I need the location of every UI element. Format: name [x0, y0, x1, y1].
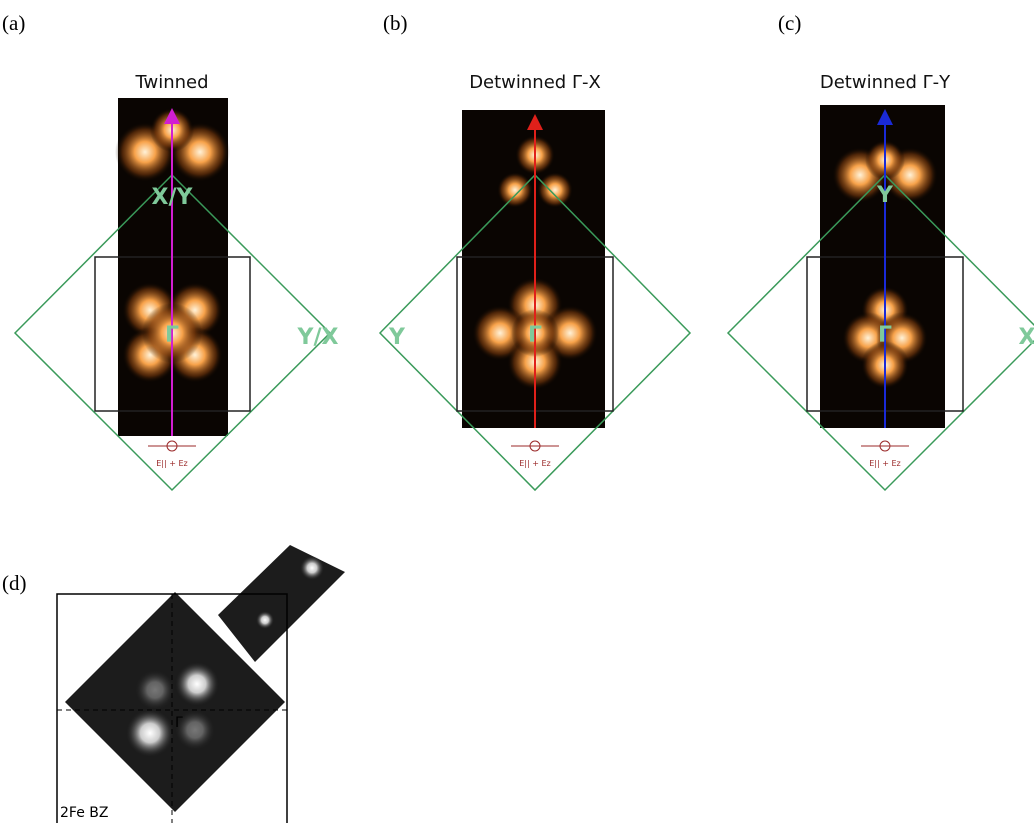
point-label: X — [1019, 325, 1034, 350]
point-label: Y — [876, 183, 894, 208]
panel-label: (c) — [778, 11, 801, 35]
point-label: Y/X — [297, 325, 339, 350]
point-label: Γ — [878, 323, 892, 348]
panel-title: Detwinned Γ-Y — [820, 72, 951, 93]
polarization-label: E|| + Ez — [869, 459, 901, 468]
polarization-label: E|| + Ez — [156, 459, 188, 468]
point-label: X/Y — [152, 185, 194, 210]
panel-label: (a) — [2, 11, 25, 35]
panel-d: (d) Γ 2Fe BZ — [2, 545, 345, 823]
panel-b: (b) Detwinned Γ-X Y Γ E|| + Ez — [378, 11, 692, 492]
intensity-map — [65, 592, 285, 812]
panel-label: (d) — [2, 571, 27, 595]
panel-a: (a) Twinned X/Y Γ Y/X E|| + Ez — [2, 11, 339, 492]
point-label: Γ — [165, 323, 179, 348]
polarization-label: E|| + Ez — [519, 459, 551, 468]
panel-c: (c) Detwinned Γ-Y Y Γ X E|| + Ez — [726, 11, 1034, 492]
panel-label: (b) — [383, 11, 408, 35]
point-label: Γ — [528, 323, 542, 348]
panel-title: Detwinned Γ-X — [469, 72, 601, 93]
panel-title: Twinned — [134, 72, 208, 93]
point-label: Y — [388, 325, 406, 350]
point-label: Γ — [175, 715, 183, 731]
zone-label: 2Fe BZ — [60, 805, 108, 821]
